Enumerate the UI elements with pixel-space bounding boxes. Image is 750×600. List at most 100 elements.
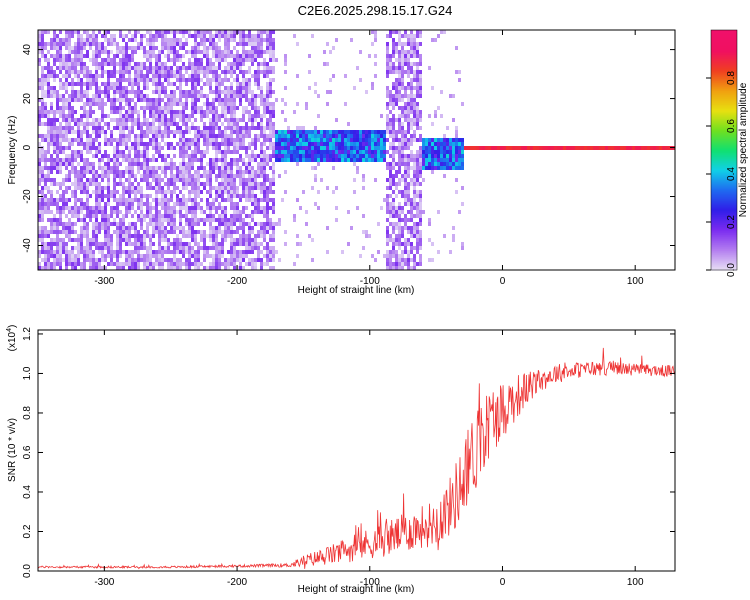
- heatmap-cell: [122, 78, 125, 82]
- heatmap-cell: [188, 226, 191, 230]
- heatmap-cell: [182, 110, 185, 114]
- heatmap-cell: [125, 258, 128, 262]
- x-tick-label: -300: [94, 577, 114, 588]
- heatmap-cell: [209, 42, 212, 46]
- heatmap-cell: [404, 170, 407, 174]
- heatmap-cell: [65, 54, 68, 58]
- heatmap-cell: [116, 166, 119, 170]
- heatmap-cell: [212, 254, 215, 258]
- heatmap-cell: [56, 74, 59, 78]
- heatmap-cell: [146, 254, 149, 258]
- heatmap-cell: [230, 218, 233, 222]
- heatmap-cell: [194, 258, 197, 262]
- heatmap-cell: [413, 138, 416, 142]
- heatmap-cell: [182, 226, 185, 230]
- heatmap-cell: [326, 250, 329, 254]
- heatmap-cell: [353, 158, 356, 162]
- heatmap-cell: [71, 98, 74, 102]
- heatmap-cell: [173, 46, 176, 50]
- heatmap-cell: [398, 150, 401, 154]
- heatmap-cell: [65, 198, 68, 202]
- heatmap-cell: [191, 34, 194, 38]
- heatmap-cell: [398, 90, 401, 94]
- heatmap-cell: [95, 206, 98, 210]
- heatmap-cell: [410, 198, 413, 202]
- heatmap-cell: [410, 98, 413, 102]
- heatmap-cell: [206, 62, 209, 66]
- heatmap-cell: [452, 142, 455, 146]
- heatmap-cell: [272, 134, 275, 138]
- heatmap-cell: [359, 134, 362, 138]
- heatmap-cell: [152, 186, 155, 190]
- heatmap-cell: [308, 154, 311, 158]
- heatmap-cell: [233, 106, 236, 110]
- heatmap-cell: [107, 30, 110, 34]
- heatmap-cell: [161, 178, 164, 182]
- heatmap-cell: [80, 218, 83, 222]
- heatmap-cell: [254, 58, 257, 62]
- heatmap-cell: [452, 138, 455, 142]
- heatmap-cell: [263, 154, 266, 158]
- heatmap-cell: [107, 226, 110, 230]
- heatmap-cell: [230, 114, 233, 118]
- heatmap-cell: [419, 58, 422, 62]
- heatmap-cell: [209, 46, 212, 50]
- heatmap-cell: [218, 226, 221, 230]
- heatmap-cell: [77, 134, 80, 138]
- colorbar-step: [711, 174, 737, 177]
- heatmap-cell: [164, 66, 167, 70]
- heatmap-cell: [398, 106, 401, 110]
- heatmap-cell: [182, 122, 185, 126]
- heatmap-cell: [212, 90, 215, 94]
- heatmap-cell: [152, 250, 155, 254]
- heatmap-cell: [254, 138, 257, 142]
- heatmap-cell: [257, 122, 260, 126]
- heatmap-cell: [404, 174, 407, 178]
- heatmap-cell: [173, 122, 176, 126]
- heatmap-cell: [197, 250, 200, 254]
- heatmap-cell: [71, 90, 74, 94]
- heatmap-cell: [215, 90, 218, 94]
- heatmap-cell: [179, 102, 182, 106]
- heatmap-cell: [410, 42, 413, 46]
- heatmap-cell: [155, 34, 158, 38]
- heatmap-cell: [245, 134, 248, 138]
- heatmap-cell: [392, 150, 395, 154]
- heatmap-cell: [386, 90, 389, 94]
- heatmap-cell: [410, 230, 413, 234]
- heatmap-cell: [89, 102, 92, 106]
- heatmap-cell: [260, 54, 263, 58]
- heatmap-cell: [389, 58, 392, 62]
- heatmap-cell: [218, 174, 221, 178]
- heatmap-cell: [59, 42, 62, 46]
- heatmap-cell: [110, 142, 113, 146]
- heatmap-cell: [221, 30, 224, 34]
- heatmap-cell: [257, 162, 260, 166]
- heatmap-cell: [401, 146, 404, 150]
- y-tick-label: -40: [22, 238, 33, 253]
- heatmap-cell: [164, 46, 167, 50]
- heatmap-cell: [245, 154, 248, 158]
- colorbar-step: [711, 82, 737, 85]
- heatmap-cell: [164, 250, 167, 254]
- heatmap-cell: [179, 198, 182, 202]
- heatmap-cell: [299, 138, 302, 142]
- heatmap-cell: [398, 74, 401, 78]
- heatmap-cell: [50, 70, 53, 74]
- heatmap-cell: [146, 234, 149, 238]
- heatmap-cell: [83, 54, 86, 58]
- heatmap-cell: [137, 214, 140, 218]
- heatmap-cell: [119, 154, 122, 158]
- heatmap-cell: [434, 162, 437, 166]
- heatmap-cell: [149, 138, 152, 142]
- heatmap-cell: [242, 62, 245, 66]
- heatmap-cell: [119, 218, 122, 222]
- heatmap-cell: [74, 186, 77, 190]
- heatmap-cell: [113, 94, 116, 98]
- heatmap-cell: [53, 134, 56, 138]
- heatmap-cell: [155, 198, 158, 202]
- heatmap-cell: [98, 250, 101, 254]
- heatmap-cell: [413, 186, 416, 190]
- heatmap-cell: [41, 234, 44, 238]
- heatmap-cell: [125, 46, 128, 50]
